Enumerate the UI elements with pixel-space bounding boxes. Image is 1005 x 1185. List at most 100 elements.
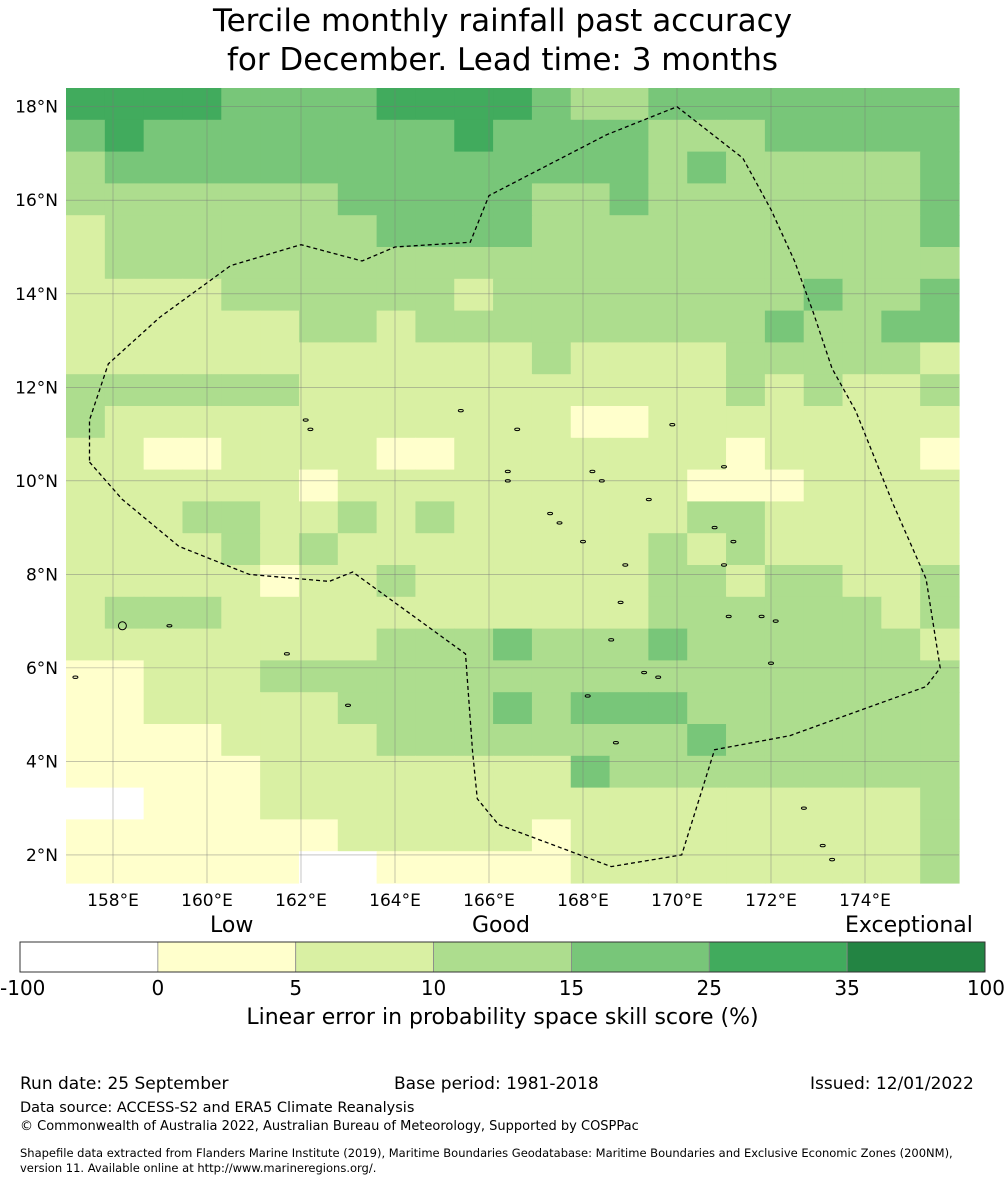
skill-cell [493, 437, 533, 471]
skill-cell [104, 342, 145, 375]
skill-cell [648, 755, 688, 789]
skill-cell [454, 374, 494, 407]
skill-cell [726, 183, 766, 216]
skill-cell [376, 183, 417, 216]
skill-cell [337, 406, 378, 439]
data-source: Data source: ACCESS-S2 and ERA5 Climate … [20, 1100, 415, 1116]
skill-cell [66, 183, 106, 216]
skill-cell [376, 88, 417, 121]
skill-cell [415, 755, 455, 789]
skill-cell [415, 406, 455, 439]
skill-cell [415, 88, 455, 121]
skill-cell [182, 88, 222, 121]
skill-cell [337, 437, 378, 471]
skill-cell [221, 501, 261, 534]
skill-cell [842, 374, 882, 407]
skill-cell [842, 119, 882, 153]
skill-cell [66, 119, 106, 153]
skill-cell [687, 628, 727, 661]
skill-cell [570, 787, 611, 820]
skill-cell [415, 469, 455, 502]
skill-cell [143, 119, 184, 153]
skill-cell [415, 119, 455, 153]
skill-cell [104, 310, 145, 343]
copyright: © Commonwealth of Australia 2022, Austra… [20, 1119, 639, 1134]
colorbar-title: Linear error in probability space skill … [246, 1005, 759, 1030]
skill-cell [609, 628, 649, 661]
skill-cell [104, 215, 145, 248]
skill-cell [182, 183, 222, 216]
island-outline [345, 703, 351, 707]
skill-cell [104, 247, 145, 280]
skill-cell [531, 660, 572, 693]
skill-cell [609, 374, 649, 407]
skill-cell [337, 119, 378, 153]
skill-cell [764, 215, 805, 248]
skill-cell [726, 278, 766, 312]
skill-cell [415, 819, 455, 852]
skill-cell [531, 119, 572, 153]
skill-cell [143, 851, 184, 884]
skill-cell [687, 342, 727, 375]
skill-cell [376, 692, 417, 725]
skill-cell [881, 310, 921, 343]
skill-cell [687, 533, 727, 566]
skill-cell [531, 755, 572, 789]
skill-cell [337, 724, 378, 757]
skill-cell [493, 533, 533, 566]
island-outline [800, 806, 807, 810]
skill-cell [337, 278, 378, 312]
skill-cell [143, 755, 184, 789]
skill-cell [493, 628, 533, 661]
skill-cell [493, 724, 533, 757]
skill-cell [260, 151, 300, 184]
skill-cell [376, 724, 417, 757]
skill-cell [221, 819, 261, 852]
skill-cell [376, 596, 417, 630]
skill-cell [881, 724, 921, 757]
skill-cell [531, 278, 572, 312]
skill-cell [726, 596, 766, 630]
skill-cell [182, 565, 222, 598]
skill-cell [337, 215, 378, 248]
skill-cell [920, 310, 960, 343]
longitude-tick-label: 164°E [369, 891, 421, 911]
skill-cell [493, 469, 533, 502]
skill-cell [415, 692, 455, 725]
skill-cell [726, 437, 766, 471]
skill-cell [454, 119, 494, 153]
skill-cell [842, 660, 882, 693]
skill-cell [531, 469, 572, 502]
colorbar-frame [19, 941, 986, 973]
skill-cell [415, 787, 455, 820]
skill-cell [415, 660, 455, 693]
base-period: Base period: 1981-2018 [394, 1074, 599, 1094]
skill-cell [648, 247, 688, 280]
skill-cell [415, 596, 455, 630]
skill-cell [260, 565, 300, 598]
skill-cell [260, 755, 300, 789]
skill-cell [609, 501, 649, 534]
skill-cell [648, 469, 688, 502]
skill-cell [570, 215, 611, 248]
skill-cell [687, 787, 727, 820]
skill-cell [104, 692, 145, 725]
skill-cell [66, 151, 106, 184]
island-outlines [72, 408, 836, 862]
skill-cell [66, 88, 106, 121]
skill-cell [609, 851, 649, 884]
skill-cell [648, 310, 688, 343]
skill-cell [920, 183, 960, 216]
skill-cell [337, 151, 378, 184]
skill-cell [104, 501, 145, 534]
skill-cell [415, 247, 455, 280]
skill-cell [570, 692, 611, 725]
skill-cell [66, 565, 106, 598]
skill-cell [803, 342, 844, 375]
skill-cell [376, 310, 417, 343]
skill-cell [648, 565, 688, 598]
skill-cell [648, 660, 688, 693]
skill-cell [104, 469, 145, 502]
skill-cell [104, 565, 145, 598]
